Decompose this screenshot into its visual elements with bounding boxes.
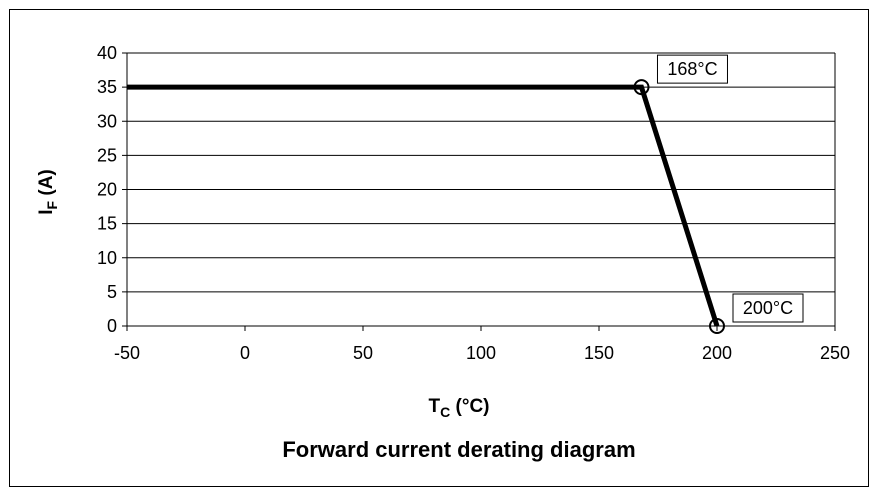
annotation-marker bbox=[709, 318, 725, 334]
y-tick-label: 15 bbox=[97, 214, 117, 234]
y-tick-label: 20 bbox=[97, 180, 117, 200]
y-tick-label: 30 bbox=[97, 111, 117, 131]
y-axis-title-sub: F bbox=[44, 200, 60, 209]
series-line-0 bbox=[127, 84, 720, 327]
x-tick-label: -50 bbox=[114, 343, 140, 363]
x-tick-label: 50 bbox=[353, 343, 373, 363]
x-axis-title: TC (°C) bbox=[429, 396, 490, 420]
chart-title: Forward current derating diagram bbox=[282, 437, 635, 462]
annotation-label: 200°C bbox=[743, 298, 793, 318]
y-axis-title-main: I bbox=[36, 209, 57, 214]
x-tick-label: 250 bbox=[820, 343, 850, 363]
annotation-marker bbox=[633, 79, 650, 96]
x-tick-label: 150 bbox=[584, 343, 614, 363]
series-layer bbox=[127, 84, 720, 327]
y-tick-label: 0 bbox=[107, 316, 117, 336]
x-tick-labels: -50 0 50 100 150 200 250 bbox=[114, 326, 850, 363]
y-axis-title: IF (A) bbox=[36, 169, 60, 215]
y-tick-label: 40 bbox=[97, 43, 117, 63]
y-tick-label: 25 bbox=[97, 145, 117, 165]
annotation-box bbox=[732, 293, 804, 323]
y-axis-title-rest: (A) bbox=[36, 169, 57, 201]
annotations-layer: 168°C 200°C bbox=[633, 54, 804, 334]
x-tick-label: 100 bbox=[466, 343, 496, 363]
x-axis-title-sub: C bbox=[440, 404, 450, 420]
y-tick-labels: 0 5 10 15 20 25 30 35 40 bbox=[97, 43, 127, 336]
y-tick-label: 10 bbox=[97, 248, 117, 268]
y-tick-label: 35 bbox=[97, 77, 117, 97]
y-tick-label: 5 bbox=[107, 282, 117, 302]
x-tick-label: 0 bbox=[240, 343, 250, 363]
annotation-box bbox=[656, 54, 728, 84]
gridlines bbox=[127, 52, 836, 326]
annotation-label: 168°C bbox=[667, 59, 717, 79]
x-tick-label: 200 bbox=[702, 343, 732, 363]
x-axis-title-main: T bbox=[429, 396, 441, 417]
x-axis-title-rest: (°C) bbox=[450, 396, 489, 417]
